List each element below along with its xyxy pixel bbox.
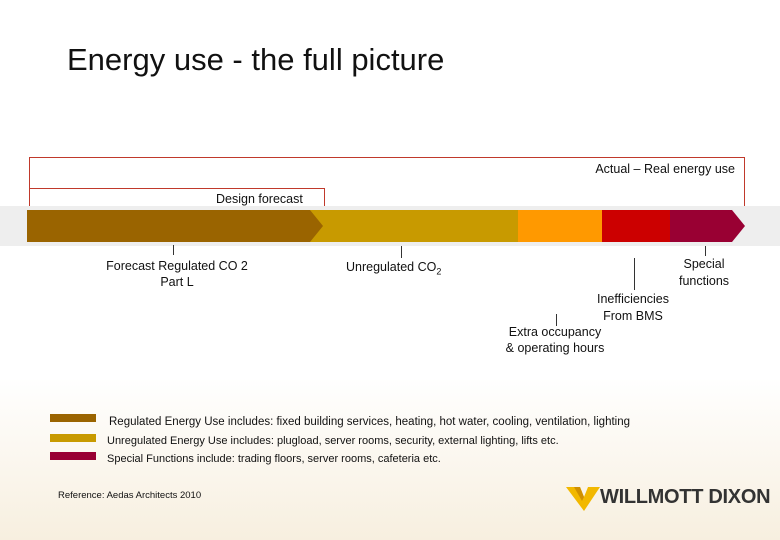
label-line: functions	[678, 274, 730, 288]
logo-text: WILLMOTT DIXON	[600, 486, 771, 508]
reference: Reference: Aedas Architects 2010	[58, 490, 202, 501]
label-line: Inefficiencies	[596, 292, 670, 306]
legend-text: Special Functions include: trading floor…	[107, 453, 441, 465]
label-sub: 2	[436, 266, 442, 277]
label-line: & operating hours	[505, 341, 605, 355]
occupancy-label: Extra occupancy & operating hours	[495, 324, 615, 356]
special-label: Special functions	[664, 256, 744, 290]
logo-mark	[566, 487, 600, 511]
unregulated-segment	[310, 210, 518, 242]
actual-label: Actual – Real energy use	[595, 162, 735, 176]
pointer	[173, 245, 174, 255]
unregulated-label: Unregulated CO2	[346, 260, 441, 277]
inefficiency-segment	[602, 210, 670, 242]
occupancy-segment	[518, 210, 602, 242]
regulated-label: Forecast Regulated CO 2 Part L	[92, 258, 262, 290]
pointer	[634, 258, 635, 290]
legend-swatch	[50, 434, 96, 442]
label-line: Forecast Regulated CO 2	[106, 259, 248, 273]
legend-text: Regulated Energy Use includes: fixed bui…	[109, 416, 631, 428]
legend-swatch	[50, 414, 96, 422]
design-label: Design forecast	[216, 192, 303, 206]
label-line: From BMS	[603, 309, 663, 323]
legend-text: Unregulated Energy Use includes: plugloa…	[107, 435, 559, 447]
title: Energy use - the full picture	[67, 42, 445, 77]
regulated-segment	[27, 210, 323, 242]
legend-swatch	[50, 452, 96, 460]
pointer	[556, 314, 557, 326]
inefficiency-label: Inefficiencies From BMS	[583, 291, 683, 325]
special-segment	[670, 210, 745, 242]
label-line: Extra occupancy	[508, 325, 602, 339]
pointer	[705, 246, 706, 256]
label-text: Unregulated CO	[346, 260, 437, 274]
label-line: Special	[683, 257, 725, 271]
label-line: Part L	[160, 275, 194, 289]
pointer	[401, 246, 402, 258]
